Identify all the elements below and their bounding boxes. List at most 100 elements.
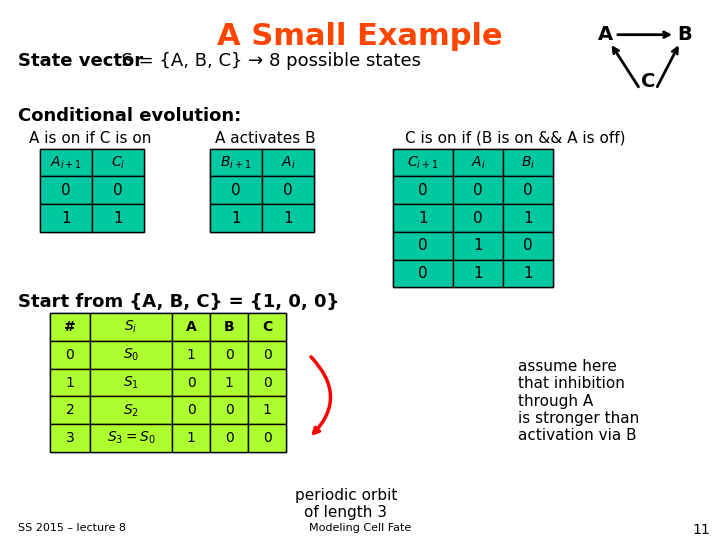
- Text: 0: 0: [523, 183, 533, 198]
- Bar: [248, 313, 286, 341]
- Bar: [50, 424, 90, 452]
- Text: 1: 1: [523, 211, 533, 226]
- Text: 0: 0: [113, 183, 123, 198]
- Text: $C_i$: $C_i$: [111, 154, 125, 171]
- Bar: [92, 148, 144, 177]
- Text: 0: 0: [418, 183, 428, 198]
- Text: periodic orbit
of length 3: periodic orbit of length 3: [294, 488, 397, 520]
- Text: $S_3 = S_0$: $S_3 = S_0$: [107, 430, 156, 446]
- Text: 0: 0: [263, 376, 271, 389]
- Text: 0: 0: [186, 376, 195, 389]
- Bar: [172, 313, 210, 341]
- Bar: [248, 341, 286, 369]
- Bar: [210, 148, 262, 177]
- Text: $B_i$: $B_i$: [521, 154, 535, 171]
- Bar: [503, 232, 553, 260]
- Bar: [90, 369, 172, 396]
- Bar: [393, 148, 453, 177]
- Bar: [453, 260, 503, 287]
- Bar: [210, 424, 248, 452]
- Bar: [503, 148, 553, 177]
- Bar: [210, 177, 262, 204]
- Text: 0: 0: [263, 348, 271, 362]
- Bar: [262, 177, 314, 204]
- Text: C: C: [262, 320, 272, 334]
- Text: $B_{i+1}$: $B_{i+1}$: [220, 154, 252, 171]
- Text: assume here
that inhibition
through A
is stronger than
activation via B: assume here that inhibition through A is…: [518, 359, 639, 443]
- Text: 1: 1: [418, 211, 428, 226]
- Text: State vector: State vector: [18, 51, 143, 70]
- Bar: [248, 396, 286, 424]
- Text: 1: 1: [231, 211, 240, 226]
- Text: Modeling Cell Fate: Modeling Cell Fate: [309, 523, 411, 534]
- Bar: [210, 369, 248, 396]
- Bar: [210, 341, 248, 369]
- Text: 1: 1: [113, 211, 123, 226]
- Text: C: C: [641, 72, 655, 91]
- Bar: [503, 260, 553, 287]
- Text: 0: 0: [283, 183, 293, 198]
- Bar: [393, 177, 453, 204]
- Text: B: B: [224, 320, 234, 334]
- Bar: [172, 396, 210, 424]
- Text: $C_{i+1}$: $C_{i+1}$: [408, 154, 438, 171]
- Text: Conditional evolution:: Conditional evolution:: [18, 107, 241, 125]
- Bar: [453, 177, 503, 204]
- Bar: [40, 177, 92, 204]
- Text: 1: 1: [283, 211, 293, 226]
- Bar: [248, 369, 286, 396]
- Text: 0: 0: [523, 238, 533, 253]
- Text: 0: 0: [66, 348, 74, 362]
- Bar: [210, 148, 314, 232]
- Bar: [172, 341, 210, 369]
- Text: B: B: [678, 25, 693, 44]
- Text: 11: 11: [692, 523, 710, 537]
- Text: 3: 3: [66, 431, 74, 445]
- Text: 0: 0: [225, 348, 233, 362]
- Text: 0: 0: [418, 238, 428, 253]
- Bar: [92, 204, 144, 232]
- Text: S = {A, B, C} → 8 possible states: S = {A, B, C} → 8 possible states: [110, 51, 421, 70]
- Text: SS 2015 – lecture 8: SS 2015 – lecture 8: [18, 523, 126, 534]
- Text: 1: 1: [225, 376, 233, 389]
- Bar: [393, 148, 553, 287]
- Text: 0: 0: [225, 403, 233, 417]
- Text: 0: 0: [418, 266, 428, 281]
- Bar: [172, 369, 210, 396]
- Bar: [90, 424, 172, 452]
- Text: C is on if (B is on && A is off): C is on if (B is on && A is off): [405, 131, 625, 146]
- Text: A Small Example: A Small Example: [217, 22, 503, 51]
- Text: $S_0$: $S_0$: [123, 347, 139, 363]
- Bar: [50, 341, 90, 369]
- Text: 0: 0: [61, 183, 71, 198]
- Bar: [172, 424, 210, 452]
- Text: 1: 1: [473, 238, 483, 253]
- Bar: [453, 148, 503, 177]
- Text: 1: 1: [263, 403, 271, 417]
- Bar: [92, 177, 144, 204]
- Bar: [503, 177, 553, 204]
- Text: 1: 1: [523, 266, 533, 281]
- Bar: [50, 396, 90, 424]
- Bar: [50, 313, 286, 452]
- Text: A is on if C is on: A is on if C is on: [29, 131, 151, 146]
- Text: #: #: [64, 320, 76, 334]
- Text: 1: 1: [186, 348, 195, 362]
- Bar: [393, 260, 453, 287]
- Text: 1: 1: [61, 211, 71, 226]
- Text: $A_i$: $A_i$: [471, 154, 485, 171]
- Text: $S_i$: $S_i$: [125, 319, 138, 335]
- Bar: [50, 369, 90, 396]
- Bar: [453, 204, 503, 232]
- Text: A: A: [186, 320, 197, 334]
- Text: 2: 2: [66, 403, 74, 417]
- Bar: [90, 313, 172, 341]
- Text: $S_2$: $S_2$: [123, 402, 139, 418]
- Bar: [453, 232, 503, 260]
- Bar: [90, 341, 172, 369]
- Bar: [503, 204, 553, 232]
- Bar: [50, 313, 90, 341]
- Text: A: A: [598, 25, 613, 44]
- Bar: [248, 424, 286, 452]
- Text: 0: 0: [473, 183, 483, 198]
